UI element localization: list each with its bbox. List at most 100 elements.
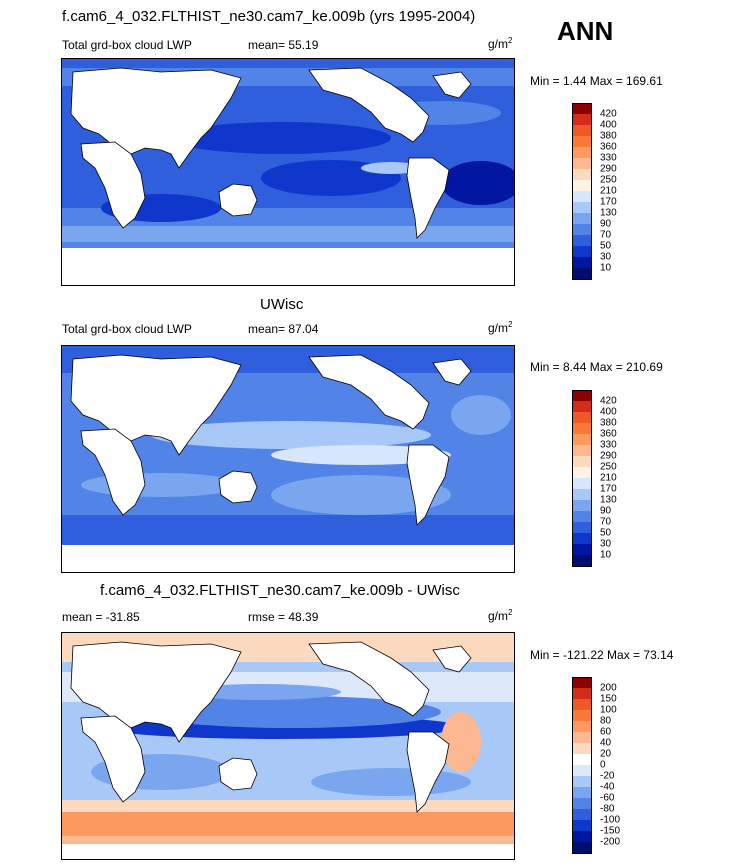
colorbar-swatch bbox=[572, 191, 592, 203]
colorbar-label: 10 bbox=[600, 262, 612, 274]
colorbar-swatch bbox=[572, 721, 592, 733]
colorbar-label: 130 bbox=[600, 494, 617, 506]
plot-title: f.cam6_4_032.FLTHIST_ne30.cam7_ke.009b (… bbox=[62, 8, 476, 25]
colorbar-label: 10 bbox=[600, 549, 612, 561]
colorbar-swatch bbox=[572, 489, 592, 501]
colorbar-swatch bbox=[572, 456, 592, 468]
colorbar-swatch bbox=[572, 158, 592, 170]
colorbar-swatch bbox=[572, 555, 592, 567]
colorbar-swatch bbox=[572, 235, 592, 247]
colorbar-label: 60 bbox=[600, 726, 612, 738]
colorbar-swatch bbox=[572, 268, 592, 280]
colorbar-label: 80 bbox=[600, 715, 612, 727]
colorbar-label: 200 bbox=[600, 682, 617, 694]
colorbar-label: 30 bbox=[600, 538, 612, 550]
colorbar-swatch bbox=[572, 754, 592, 766]
colorbar-swatch bbox=[572, 423, 592, 435]
colorbar-label: -150 bbox=[600, 825, 621, 837]
colorbar-label: 420 bbox=[600, 108, 617, 120]
colorbar-label: 330 bbox=[600, 152, 617, 164]
colorbar-label: 210 bbox=[600, 185, 617, 197]
panel3-map bbox=[61, 632, 515, 860]
colorbar-swatch bbox=[572, 147, 592, 159]
colorbar-label: -80 bbox=[600, 803, 615, 815]
colorbar-swatch bbox=[572, 125, 592, 137]
colorbar-label: 380 bbox=[600, 130, 617, 142]
colorbar-label: 210 bbox=[600, 472, 617, 484]
colorbar-swatch bbox=[572, 842, 592, 854]
colorbar-swatch bbox=[572, 809, 592, 821]
panel2-left-label: Total grd-box cloud LWP bbox=[62, 322, 192, 336]
colorbar-swatch bbox=[572, 169, 592, 181]
panel3-units: g/m2 bbox=[488, 608, 513, 623]
colorbar-swatch bbox=[572, 412, 592, 424]
colorbar-swatch bbox=[572, 445, 592, 457]
colorbar-label: 330 bbox=[600, 439, 617, 451]
colorbar-swatch bbox=[572, 202, 592, 214]
colorbar-swatch bbox=[572, 688, 592, 700]
colorbar-label: 50 bbox=[600, 240, 612, 252]
colorbar-label: 70 bbox=[600, 229, 612, 241]
colorbar-swatch bbox=[572, 136, 592, 148]
colorbar-label: -40 bbox=[600, 781, 615, 793]
colorbar-swatch bbox=[572, 434, 592, 446]
colorbar-label: 250 bbox=[600, 461, 617, 473]
colorbar-label: 170 bbox=[600, 196, 617, 208]
colorbar-swatch bbox=[572, 820, 592, 832]
panel1-map bbox=[61, 58, 515, 286]
colorbar-swatch bbox=[572, 257, 592, 269]
panel2-title: UWisc bbox=[260, 296, 304, 313]
colorbar-swatch bbox=[572, 467, 592, 479]
colorbar-swatch bbox=[572, 180, 592, 192]
colorbar-swatch bbox=[572, 390, 592, 402]
colorbar-swatch bbox=[572, 511, 592, 523]
colorbar-swatch bbox=[572, 401, 592, 413]
panel2-map bbox=[61, 345, 515, 573]
colorbar-label: 40 bbox=[600, 737, 612, 749]
colorbar-label: 290 bbox=[600, 163, 617, 175]
colorbar-swatch bbox=[572, 776, 592, 788]
panel3-rmse-label: rmse = 48.39 bbox=[248, 610, 319, 624]
colorbar-swatch bbox=[572, 677, 592, 689]
colorbar-label: 90 bbox=[600, 218, 612, 230]
colorbar-swatch bbox=[572, 831, 592, 843]
colorbar-swatch bbox=[572, 544, 592, 556]
colorbar-swatch bbox=[572, 533, 592, 545]
colorbar-label: 20 bbox=[600, 748, 612, 760]
colorbar-swatch bbox=[572, 765, 592, 777]
colorbar-label: -100 bbox=[600, 814, 621, 826]
colorbar-label: 130 bbox=[600, 207, 617, 219]
panel3-colorbar: 200 150 100 80 60 40 20 0 -20 -40 -60 -80 -100 -150 -2… bbox=[572, 677, 620, 854]
colorbar-label: 30 bbox=[600, 251, 612, 263]
colorbar-swatch bbox=[572, 500, 592, 512]
colorbar-label: 380 bbox=[600, 417, 617, 429]
colorbar-swatch bbox=[572, 787, 592, 799]
colorbar-swatch bbox=[572, 710, 592, 722]
colorbar-label: 400 bbox=[600, 119, 617, 131]
season-label: ANN bbox=[557, 16, 614, 46]
panel1-minmax: Min = 1.44 Max = 169.61 bbox=[530, 74, 663, 88]
colorbar-label: -200 bbox=[600, 836, 621, 848]
panel1-units: g/m2 bbox=[488, 36, 513, 51]
colorbar-swatch bbox=[572, 699, 592, 711]
colorbar-label: 420 bbox=[600, 395, 617, 407]
colorbar-swatch bbox=[572, 478, 592, 490]
panel1-left-label: Total grd-box cloud LWP bbox=[62, 38, 192, 52]
colorbar-label: 360 bbox=[600, 141, 617, 153]
panel2-mean-label: mean= 87.04 bbox=[248, 322, 319, 336]
colorbar-label: 170 bbox=[600, 483, 617, 495]
colorbar-label: 50 bbox=[600, 527, 612, 539]
panel3-title: f.cam6_4_032.FLTHIST_ne30.cam7_ke.009b -… bbox=[100, 582, 460, 599]
colorbar-label: 400 bbox=[600, 406, 617, 418]
colorbar-swatch bbox=[572, 114, 592, 126]
panel1-mean-label: mean= 55.19 bbox=[248, 38, 319, 52]
colorbar-swatch bbox=[572, 103, 592, 115]
colorbar-swatch bbox=[572, 798, 592, 810]
colorbar-swatch bbox=[572, 213, 592, 225]
colorbar-label: 90 bbox=[600, 505, 612, 517]
colorbar-label: -60 bbox=[600, 792, 615, 804]
colorbar-swatch bbox=[572, 743, 592, 755]
panel2-units: g/m2 bbox=[488, 320, 513, 335]
colorbar-label: 290 bbox=[600, 450, 617, 462]
colorbar-label: -20 bbox=[600, 770, 615, 782]
